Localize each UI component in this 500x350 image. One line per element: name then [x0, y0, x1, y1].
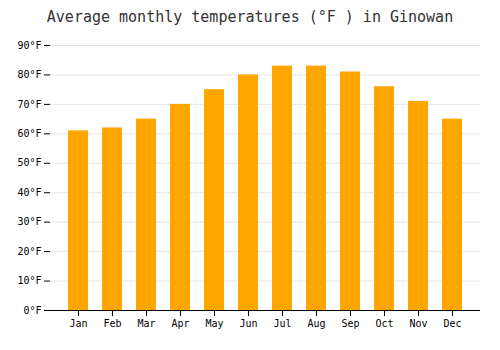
svg-text:60°F: 60°F: [17, 128, 41, 139]
svg-text:0°F: 0°F: [23, 305, 41, 316]
svg-text:50°F: 50°F: [17, 157, 41, 168]
svg-text:30°F: 30°F: [17, 216, 41, 227]
svg-text:Dec: Dec: [443, 318, 461, 329]
svg-text:Feb: Feb: [103, 318, 121, 329]
svg-text:Aug: Aug: [307, 318, 325, 329]
svg-text:Nov: Nov: [409, 318, 427, 329]
svg-text:Jul: Jul: [273, 318, 291, 329]
html-text:Average monthly temperatures (: Average monthly temperatures (°F ) in Gi…: [46, 8, 454, 26]
svg-text:Oct: Oct: [375, 318, 393, 329]
svg-text:70°F: 70°F: [17, 99, 41, 110]
svg-text:Apr: Apr: [171, 318, 189, 329]
svg-text:May: May: [205, 318, 223, 329]
svg-text:Mar: Mar: [137, 318, 155, 329]
svg-text:20°F: 20°F: [17, 246, 41, 257]
svg-text:Jun: Jun: [239, 318, 257, 329]
svg-text:Sep: Sep: [341, 318, 359, 329]
svg-text:10°F: 10°F: [17, 275, 41, 286]
svg-text:Jan: Jan: [69, 318, 87, 329]
svg-text:90°F: 90°F: [17, 40, 41, 51]
svg-text:80°F: 80°F: [17, 69, 41, 80]
svg-text:40°F: 40°F: [17, 187, 41, 198]
